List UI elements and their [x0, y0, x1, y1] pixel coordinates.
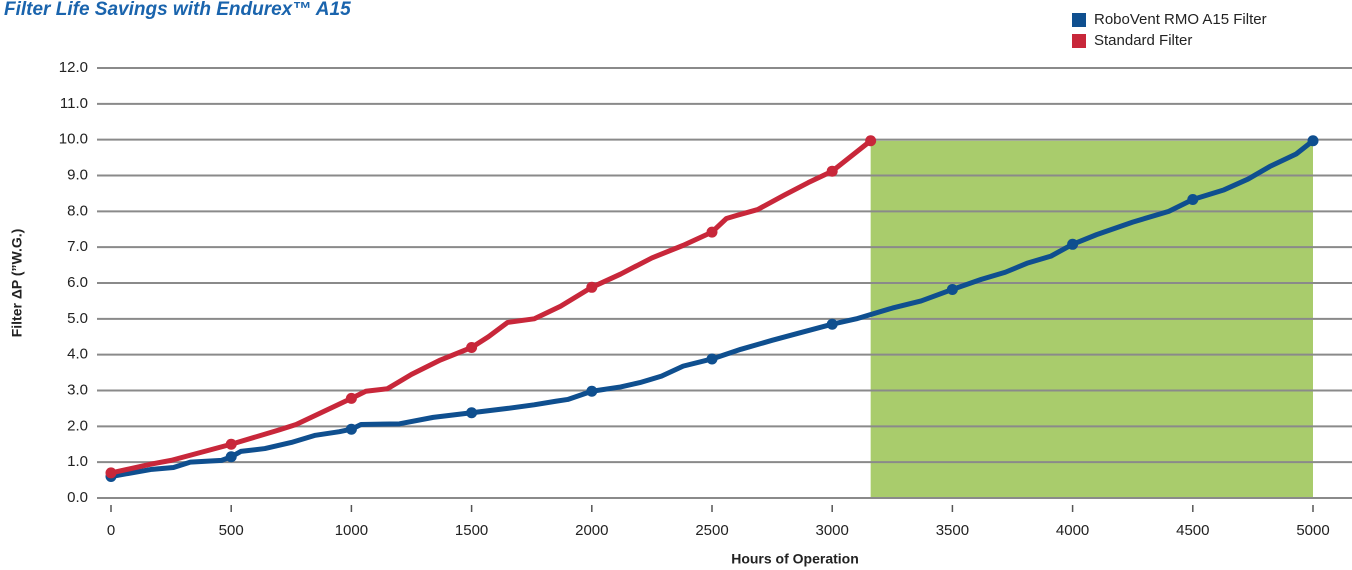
data-point — [946, 283, 958, 295]
legend-label: Standard Filter — [1094, 32, 1192, 49]
legend-label: RoboVent RMO A15 Filter — [1094, 11, 1267, 28]
x-tick-label: 1000 — [335, 522, 368, 539]
x-tick-label: 2500 — [695, 522, 728, 539]
y-tick-label: 10.0 — [59, 131, 88, 148]
x-tick-label: 500 — [219, 522, 244, 539]
y-tick-label: 3.0 — [67, 381, 88, 398]
x-tick-label: 3000 — [816, 522, 849, 539]
y-tick-label: 0.0 — [67, 489, 88, 506]
series-line — [110, 138, 873, 476]
chart-title: Filter Life Savings with Endurex™ A15 — [4, 0, 351, 20]
data-point — [1067, 238, 1079, 250]
data-point — [1187, 194, 1199, 206]
y-tick-label: 11.0 — [60, 95, 88, 112]
y-tick-label: 2.0 — [67, 417, 88, 434]
legend-swatch — [1072, 13, 1086, 27]
data-point — [706, 226, 718, 238]
data-point — [466, 407, 478, 419]
y-tick-label: 1.0 — [67, 453, 88, 470]
y-tick-label: 5.0 — [67, 310, 88, 327]
data-point — [826, 165, 838, 177]
x-tick-label: 5000 — [1296, 522, 1329, 539]
data-point — [826, 318, 838, 330]
x-tick-label: 1500 — [455, 522, 488, 539]
data-point — [865, 135, 877, 147]
x-tick-label: 4000 — [1056, 522, 1089, 539]
y-tick-label: 6.0 — [67, 274, 88, 291]
legend-swatch — [1072, 34, 1086, 48]
x-tick-label: 4500 — [1176, 522, 1209, 539]
data-point — [225, 451, 237, 463]
data-point — [105, 467, 117, 479]
data-point — [1307, 135, 1319, 147]
x-tick-label: 3500 — [936, 522, 969, 539]
series-line — [110, 138, 1315, 479]
data-point — [586, 385, 598, 397]
data-point — [225, 438, 237, 450]
data-point — [586, 281, 598, 293]
data-point — [706, 353, 718, 365]
y-tick-label: 7.0 — [67, 238, 88, 255]
data-point — [345, 423, 357, 435]
data-point — [345, 392, 357, 404]
x-tick-label: 2000 — [575, 522, 608, 539]
y-tick-label: 12.0 — [59, 59, 88, 76]
y-tick-label: 4.0 — [67, 346, 88, 363]
x-tick-label: 0 — [107, 522, 115, 539]
y-tick-label: 9.0 — [67, 166, 88, 183]
data-point — [466, 342, 478, 353]
x-axis-label: Hours of Operation — [731, 551, 859, 567]
y-tick-label: 8.0 — [67, 202, 88, 219]
y-axis-label: Filter ΔP (”W.G.) — [9, 229, 25, 338]
